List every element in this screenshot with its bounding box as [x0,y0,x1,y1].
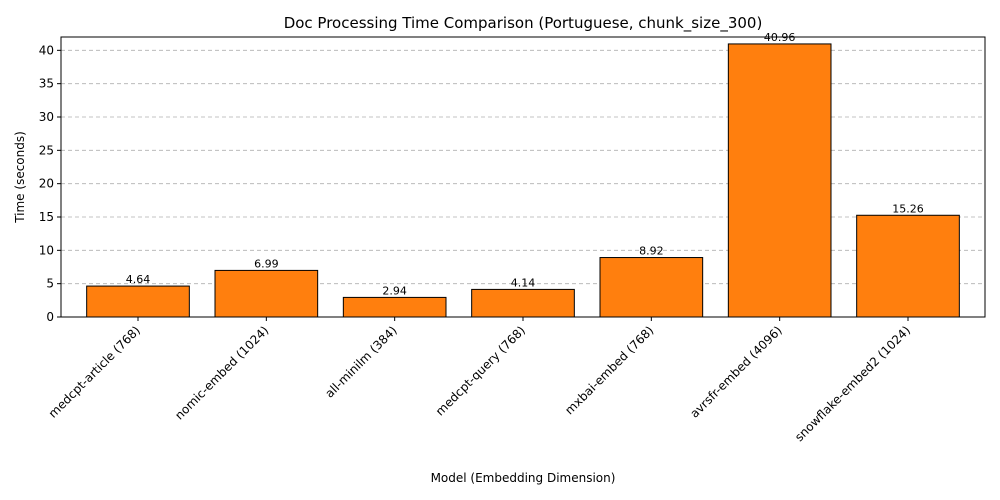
chart-title: Doc Processing Time Comparison (Portugue… [284,14,763,33]
y-tick-label: 15 [39,210,54,224]
x-tick-label: snowflake-embed2 (1024) [792,323,913,444]
bar [471,288,575,318]
y-axis-ticks: 0 5 10 15 20 25 30 35 40 [39,43,61,324]
x-tick-label: mxbai-embed (768) [562,323,656,417]
y-tick-label: 0 [46,310,54,324]
grid-lines [61,49,985,285]
bar-value-label: 2.94 [382,284,407,297]
x-tick-label: nomic-embed (1024) [172,323,271,422]
bar-value-label: 4.64 [126,273,151,286]
y-tick-label: 35 [39,77,54,91]
y-tick-label: 20 [39,177,54,191]
bar [599,257,704,318]
bar-value-label: 6.99 [254,257,279,270]
bars [86,43,960,318]
y-tick-label: 40 [39,43,54,57]
bar [727,43,832,318]
bar-value-label: 8.92 [639,245,664,258]
x-tick-label: medcpt-article (768) [46,323,143,420]
plot-area-frame [60,36,986,318]
x-tick-label: avrsfr-embed (4096) [687,323,784,420]
y-tick-label: 5 [46,277,54,291]
x-axis-label: Model (Embedding Dimension) [431,471,616,485]
x-axis-ticks: medcpt-article (768) nomic-embed (1024) al… [46,317,913,444]
x-tick-label: medcpt-query (768) [433,323,528,418]
y-tick-label: 30 [39,110,54,124]
y-axis-label: Time (seconds) [13,131,27,224]
bar-value-label: 15.26 [892,202,924,215]
bar [342,296,447,318]
bar [214,269,319,318]
bar [856,214,960,318]
y-tick-label: 25 [39,143,54,157]
y-tick-label: 10 [39,243,54,257]
x-tick-label: all-minilm (384) [322,323,399,400]
bar [86,285,190,318]
bar-value-label: 4.14 [511,276,536,289]
